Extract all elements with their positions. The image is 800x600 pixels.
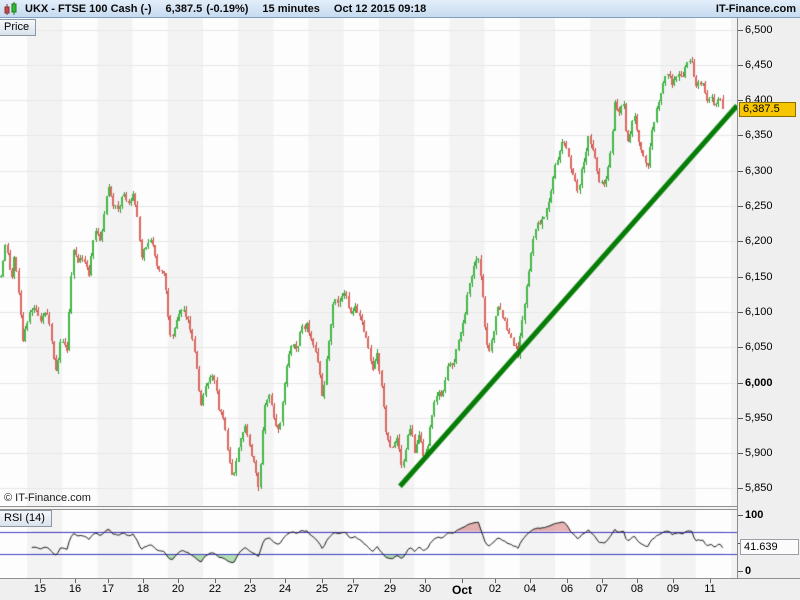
price-axis-tick	[738, 171, 743, 172]
candlestick-icon	[3, 1, 19, 16]
tab-price[interactable]: Price	[0, 19, 37, 36]
time-axis[interactable]: 15 16 17 18 20 22 23 24 25 27 29 30 Oct 02 04 06 07 08 09 1…	[0, 578, 800, 600]
time-axis-label: 17	[101, 583, 115, 595]
price-axis-label: 6,350	[745, 129, 773, 141]
time-axis-tick	[710, 579, 711, 583]
rsi-axis-label: 100	[745, 509, 764, 521]
price-axis-label: 6,100	[745, 306, 773, 318]
time-axis-label: 24	[278, 583, 292, 595]
time-axis-tick	[390, 579, 391, 583]
time-axis-tick	[75, 579, 76, 583]
time-axis-tick	[285, 579, 286, 583]
time-axis-label: 18	[136, 583, 150, 595]
price-axis-tick	[738, 453, 743, 454]
rsi-value-box: 41.639	[740, 539, 799, 555]
time-axis-tick	[602, 579, 603, 583]
price-axis-tick	[738, 65, 743, 66]
price-axis-tick	[738, 100, 743, 101]
panel-splitter[interactable]	[0, 506, 800, 510]
copyright-watermark: © IT-Finance.com	[4, 492, 91, 504]
time-axis-label: 04	[523, 583, 537, 595]
time-axis-label: 02	[488, 583, 502, 595]
rsi-axis-tick	[738, 571, 743, 572]
price-axis-tick	[738, 206, 743, 207]
time-axis-label: 06	[560, 583, 574, 595]
time-axis-label: 22	[208, 583, 222, 595]
price-axis-tick	[738, 418, 743, 419]
price-axis-label: 6,050	[745, 341, 773, 353]
price-axis-label: 6,200	[745, 235, 773, 247]
price-chart-canvas[interactable]	[0, 18, 737, 506]
price-axis[interactable]: 6,387.5 41.639 6,500 6,450 6,400 6,350 6,300…	[737, 18, 800, 578]
time-axis-tick	[250, 579, 251, 583]
time-axis-label: 09	[666, 583, 680, 595]
current-price-tag: 6,387.5	[739, 102, 796, 117]
timeframe-label: 15 minutes	[262, 2, 320, 15]
price-axis-tick	[738, 277, 743, 278]
time-axis-label: 08	[630, 583, 644, 595]
price-axis-tick	[738, 135, 743, 136]
datetime-label: Oct 12 2015 09:18	[333, 2, 427, 15]
last-price: 6,387.5	[165, 2, 203, 15]
price-axis-label: 6,250	[745, 200, 773, 212]
time-axis-label: 23	[243, 583, 257, 595]
tab-rsi[interactable]: RSI (14)	[0, 510, 52, 527]
price-axis-tick	[738, 488, 743, 489]
time-axis-tick	[40, 579, 41, 583]
price-axis-label: 6,150	[745, 271, 773, 283]
time-axis-label: 07	[595, 583, 609, 595]
time-axis-label: 11	[704, 583, 716, 595]
price-axis-label: 6,450	[745, 59, 773, 71]
time-axis-tick	[215, 579, 216, 583]
time-axis-tick	[673, 579, 674, 583]
time-axis-tick	[462, 579, 463, 583]
time-axis-label: 25	[315, 583, 329, 595]
change-percent: (-0.19%)	[206, 2, 249, 15]
instrument-title: UKX - FTSE 100 Cash (-)	[25, 2, 152, 15]
price-axis-label: 6,300	[745, 165, 773, 177]
price-axis-label: 5,850	[745, 482, 773, 494]
rsi-axis-tick	[738, 515, 743, 516]
rsi-axis-label: 0	[745, 565, 752, 577]
time-axis-tick	[108, 579, 109, 583]
time-axis-label: Oct	[451, 583, 473, 597]
price-axis-tick	[738, 312, 743, 313]
time-axis-tick	[178, 579, 179, 583]
time-axis-tick	[567, 579, 568, 583]
time-axis-tick	[637, 579, 638, 583]
time-axis-label: 15	[33, 583, 47, 595]
brand-label: IT-Finance.com	[715, 2, 796, 15]
price-axis-tick	[738, 30, 743, 31]
time-axis-tick	[495, 579, 496, 583]
price-axis-label: 6,500	[745, 24, 773, 36]
time-axis-tick	[143, 579, 144, 583]
price-axis-label: 5,900	[745, 447, 773, 459]
time-axis-tick	[530, 579, 531, 583]
price-axis-label: 5,950	[745, 412, 773, 424]
time-axis-label: 30	[418, 583, 432, 595]
time-axis-label: 20	[171, 583, 185, 595]
time-axis-label: 29	[383, 583, 397, 595]
time-axis-label: 16	[68, 583, 82, 595]
rsi-chart-canvas[interactable]	[0, 510, 737, 578]
price-axis-tick	[738, 383, 743, 384]
time-axis-label: 27	[346, 583, 360, 595]
price-axis-tick	[738, 241, 743, 242]
time-axis-tick	[425, 579, 426, 583]
time-axis-tick	[322, 579, 323, 583]
time-axis-tick	[353, 579, 354, 583]
price-axis-tick	[738, 347, 743, 348]
title-bar: UKX - FTSE 100 Cash (-) 6,387.5 (-0.19%)…	[0, 0, 800, 18]
price-axis-label: 6,000	[745, 377, 773, 389]
